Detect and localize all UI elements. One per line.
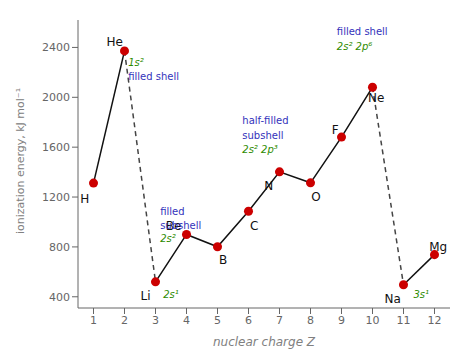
svg-text:1600: 1600 xyxy=(42,141,70,154)
svg-text:Li: Li xyxy=(141,289,151,303)
svg-text:2s² 2p⁶: 2s² 2p⁶ xyxy=(337,41,372,52)
svg-text:Na: Na xyxy=(384,292,400,306)
svg-text:filled shell: filled shell xyxy=(337,26,388,37)
svg-text:1s²: 1s² xyxy=(128,57,144,68)
svg-text:9: 9 xyxy=(338,314,345,327)
svg-text:2: 2 xyxy=(121,314,128,327)
svg-text:400: 400 xyxy=(49,291,70,304)
svg-text:He: He xyxy=(106,35,122,49)
svg-text:11: 11 xyxy=(397,314,411,327)
svg-text:subshell: subshell xyxy=(160,220,201,231)
svg-text:Ne: Ne xyxy=(368,91,384,105)
svg-text:2s²: 2s² xyxy=(160,233,176,244)
svg-text:ionization energy, kJ mol⁻¹: ionization energy, kJ mol⁻¹ xyxy=(14,88,27,234)
svg-text:O: O xyxy=(311,190,320,204)
svg-text:3s¹: 3s¹ xyxy=(413,289,429,300)
svg-text:F: F xyxy=(332,123,339,137)
svg-text:2400: 2400 xyxy=(42,41,70,54)
svg-text:5: 5 xyxy=(214,314,221,327)
svg-text:1: 1 xyxy=(90,314,97,327)
svg-text:Mg: Mg xyxy=(429,240,447,254)
svg-text:nuclear charge Z: nuclear charge Z xyxy=(213,335,316,349)
svg-text:B: B xyxy=(219,253,227,267)
svg-text:800: 800 xyxy=(49,241,70,254)
svg-text:half-filled: half-filled xyxy=(242,115,288,126)
svg-text:7: 7 xyxy=(276,314,283,327)
svg-text:subshell: subshell xyxy=(242,130,283,141)
svg-text:10: 10 xyxy=(366,314,380,327)
svg-text:4: 4 xyxy=(183,314,190,327)
svg-text:2s² 2p³: 2s² 2p³ xyxy=(242,144,277,155)
svg-text:2000: 2000 xyxy=(42,91,70,104)
svg-text:12: 12 xyxy=(428,314,442,327)
svg-text:filled shell: filled shell xyxy=(128,71,179,82)
svg-text:H: H xyxy=(80,192,89,206)
svg-text:8: 8 xyxy=(307,314,314,327)
svg-text:1200: 1200 xyxy=(42,191,70,204)
svg-text:2s¹: 2s¹ xyxy=(163,289,179,300)
svg-text:3: 3 xyxy=(152,314,159,327)
svg-text:C: C xyxy=(250,219,258,233)
svg-text:6: 6 xyxy=(245,314,252,327)
svg-text:N: N xyxy=(264,179,273,193)
svg-text:filled: filled xyxy=(160,206,184,217)
